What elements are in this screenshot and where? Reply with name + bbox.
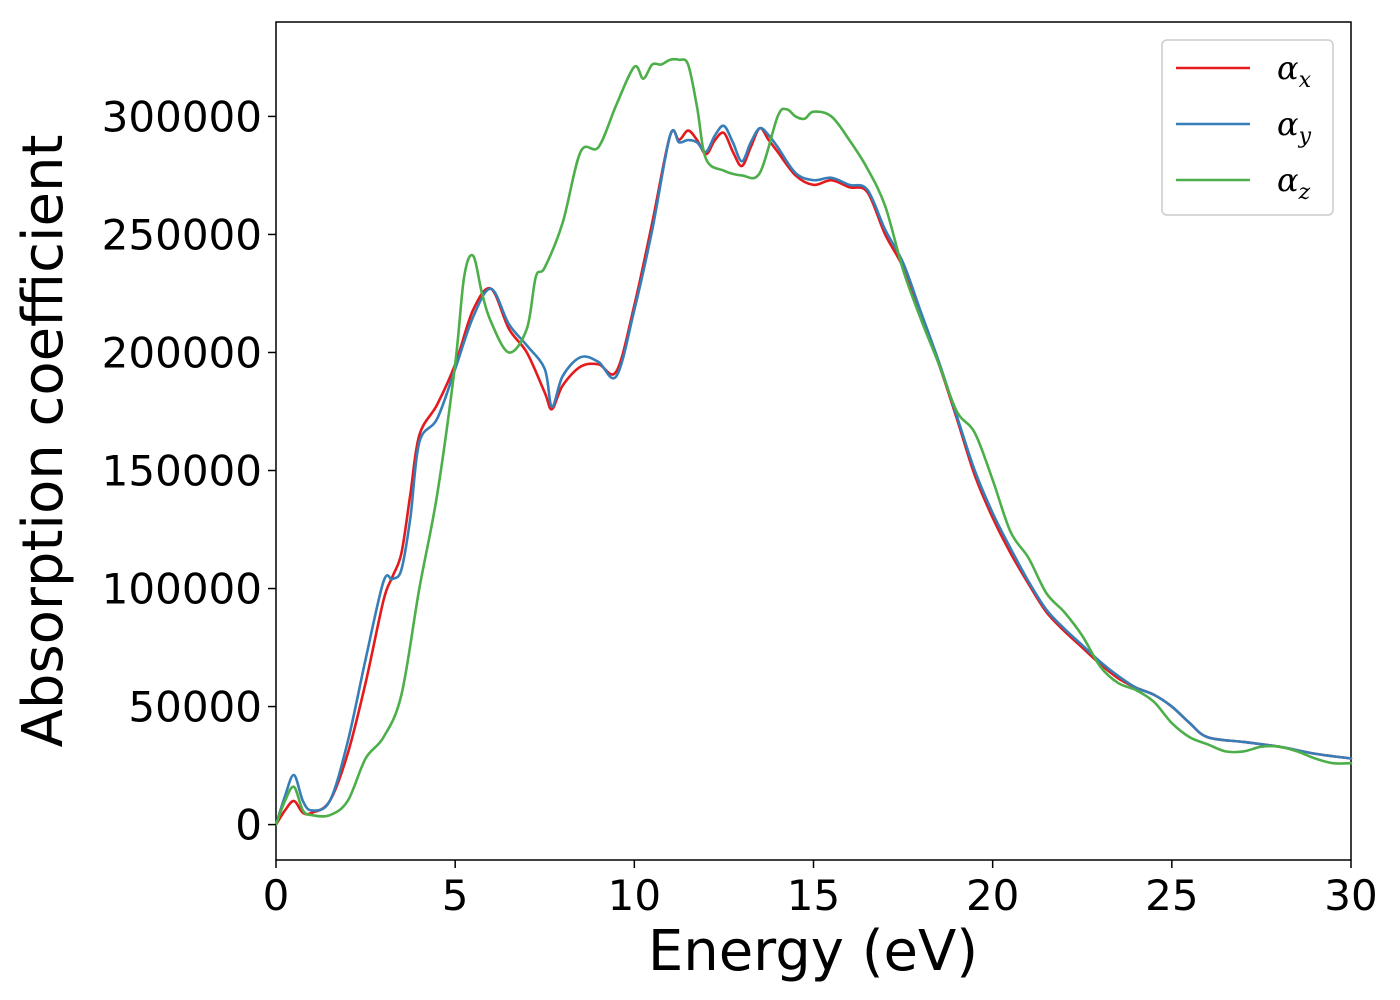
y-axis: 0 50000 100000 150000 200000 250000 300000 [102,92,276,850]
x-tick-label: 20 [966,871,1019,920]
y-tick-label: 300000 [102,92,262,141]
x-tick-label: 30 [1324,871,1377,920]
series-line-y [274,124,1353,826]
legend-entries: αx αy αz [1176,49,1312,205]
series-layer [274,57,1353,826]
y-axis-title: Absorption coefficient [11,135,76,748]
legend-label-z: αz [1277,161,1311,205]
y-tick-label: 150000 [102,447,262,496]
x-tick-label: 10 [608,871,661,920]
x-tick-label: 15 [787,871,840,920]
legend-label-x: αx [1277,49,1312,93]
x-axis-title: Energy (eV) [648,919,978,984]
legend-label-y: αy [1277,105,1312,149]
y-tick-label: 250000 [102,210,262,259]
x-tick-label: 5 [442,871,469,920]
y-tick-label: 0 [235,801,262,850]
x-axis: 0 5 10 15 20 25 30 [263,860,1378,920]
series-line-x [274,126,1353,826]
legend-box [1161,39,1334,216]
legend: αx αy αz [1161,39,1334,216]
x-tick-label: 25 [1145,871,1198,920]
y-tick-label: 200000 [102,328,262,377]
y-tick-label: 100000 [102,565,262,614]
x-tick-label: 0 [263,871,290,920]
y-tick-label: 50000 [128,683,262,732]
series-line-z [274,57,1353,826]
